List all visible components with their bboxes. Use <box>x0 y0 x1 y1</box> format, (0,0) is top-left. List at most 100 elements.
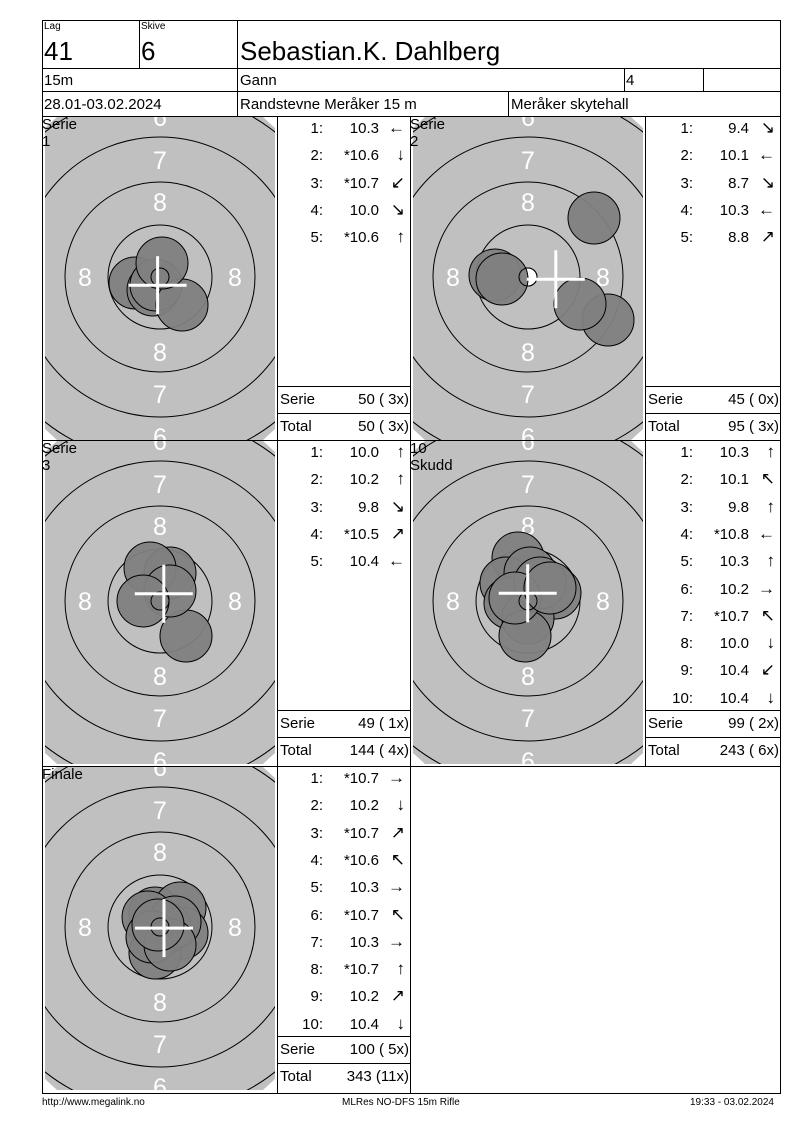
shot-number: 10: <box>672 689 693 707</box>
shot-row: 7: 10.3 → <box>278 932 411 959</box>
shot-number: 7: <box>680 607 693 625</box>
serie-label: Serie <box>280 715 316 732</box>
arrow-down-icon: ↓ <box>766 633 776 653</box>
ring-number: 8 <box>521 189 535 217</box>
shot-hole <box>135 236 189 290</box>
event-name: Randstevne Meråker 15 m <box>240 96 417 113</box>
shot-row: 2: *10.6 ↓ <box>278 145 411 172</box>
shot-row: 5: 10.4 ← <box>278 551 411 578</box>
shot-number: 4: <box>680 201 693 219</box>
ring-number: 7 <box>521 705 535 733</box>
serie-score: 49 ( 1x) <box>358 715 409 732</box>
shot-number: 2: <box>680 471 693 489</box>
shooter-name: Sebastian.K. Dahlberg <box>240 36 501 66</box>
shot-number: 1: <box>310 444 323 461</box>
arrow-down-right-icon: ↘ <box>390 199 405 219</box>
shot-row: 4: 10.0 ↘ <box>278 200 411 227</box>
ring-number: 7 <box>521 381 535 409</box>
shot-score: *10.7 <box>343 961 379 979</box>
shot-score: 10.3 <box>719 201 749 219</box>
target-ring <box>432 505 624 697</box>
ring-number: 6 <box>521 424 535 441</box>
ring-number: 6 <box>153 116 167 132</box>
shot-number: 4: <box>310 851 323 869</box>
serie-score: 50 ( 3x) <box>358 391 409 408</box>
serie-score: 99 ( 2x) <box>728 715 779 732</box>
serie-score: 100 ( 5x) <box>349 1041 409 1058</box>
lag-label: Lag <box>44 21 61 32</box>
ring-number: 8 <box>228 264 242 292</box>
total-sum-row: Total 144 ( 4x) <box>278 737 411 764</box>
target-ring <box>45 136 275 418</box>
shot-score: 10.0 <box>719 635 749 653</box>
shot-number: 4: <box>680 525 693 543</box>
shot-score: 10.2 <box>349 797 379 815</box>
ring-number: 8 <box>78 914 92 942</box>
ring-number: 7 <box>153 797 167 825</box>
shot-number: 1: <box>310 770 323 787</box>
arrow-right-icon: → <box>758 578 775 598</box>
arrow-left-icon: ← <box>758 523 775 543</box>
shot-row: 1: 10.0 ↑ <box>278 442 411 469</box>
shot-score: 10.2 <box>349 988 379 1006</box>
shot-number: 5: <box>310 553 323 571</box>
shot-score: 10.3 <box>719 553 749 571</box>
shot-row: 4: *10.8 ← <box>646 524 781 551</box>
shot-score: 10.4 <box>719 689 749 707</box>
shot-score: 9.8 <box>728 498 749 516</box>
ring-number: 6 <box>521 116 535 132</box>
ring-number: 6 <box>153 1074 167 1091</box>
shot-number: 3: <box>310 498 323 516</box>
shot-row: 4: *10.5 ↗ <box>278 524 411 551</box>
shot-score: 10.3 <box>349 879 379 897</box>
shot-score: *10.6 <box>343 229 379 247</box>
shot-row: 3: *10.7 ↙ <box>278 173 411 200</box>
footer-software: MLRes NO-DFS 15m Rifle <box>342 1097 460 1108</box>
shot-score: 9.8 <box>358 498 379 516</box>
panel-title: Finale <box>42 766 83 783</box>
ring-number: 7 <box>521 471 535 499</box>
target-ring <box>413 460 643 742</box>
shot-row: 1: 9.4 ↘ <box>646 118 781 145</box>
shot-number: 5: <box>310 229 323 247</box>
arrow-up-icon: ↑ <box>396 959 406 979</box>
total-score: 50 ( 3x) <box>358 418 409 435</box>
ring-number: 6 <box>153 440 167 456</box>
ring-number: 7 <box>153 1031 167 1059</box>
shot-score: 10.2 <box>719 580 749 598</box>
shot-hole <box>567 191 621 245</box>
ring-number: 8 <box>446 264 460 292</box>
arrow-up-left-icon: ↖ <box>390 849 405 869</box>
shot-row: 5: 8.8 ↗ <box>646 227 781 254</box>
shot-number: 4: <box>310 525 323 543</box>
shot-score: 10.0 <box>349 201 379 219</box>
shot-row: 6: *10.7 ↖ <box>278 905 411 932</box>
shot-score: 10.3 <box>719 444 749 461</box>
shot-row: 4: *10.6 ↖ <box>278 850 411 877</box>
shot-row: 1: *10.7 → <box>278 768 411 795</box>
target-ring <box>45 786 275 1068</box>
total-sum-row: Total 343 (11x) <box>278 1063 411 1090</box>
shot-number: 8: <box>680 635 693 653</box>
shot-number: 5: <box>310 879 323 897</box>
total-label: Total <box>280 1068 312 1085</box>
serie-sum-row: Serie 49 ( 1x) <box>278 710 411 737</box>
target-ring <box>45 460 275 742</box>
total-label: Total <box>648 418 680 435</box>
target-ring <box>107 224 213 330</box>
serie-sum-row: Serie 100 ( 5x) <box>278 1036 411 1063</box>
skive-label: Skive <box>141 21 166 32</box>
stage: Gann <box>240 72 277 89</box>
shot-number: 3: <box>310 174 323 192</box>
panel-title: Serie 3 <box>42 440 78 474</box>
arrow-up-left-icon: ↖ <box>390 904 405 924</box>
arrow-up-right-icon: ↗ <box>390 523 405 543</box>
shot-number: 1: <box>310 120 323 137</box>
venue: Meråker skytehall <box>511 96 629 113</box>
ring-number: 6 <box>153 766 167 782</box>
arrow-down-icon: ↓ <box>396 145 406 165</box>
shot-number: 3: <box>680 174 693 192</box>
shot-score: 10.3 <box>349 120 379 137</box>
serie-score: 45 ( 0x) <box>728 391 779 408</box>
arrow-up-icon: ↑ <box>766 496 776 516</box>
